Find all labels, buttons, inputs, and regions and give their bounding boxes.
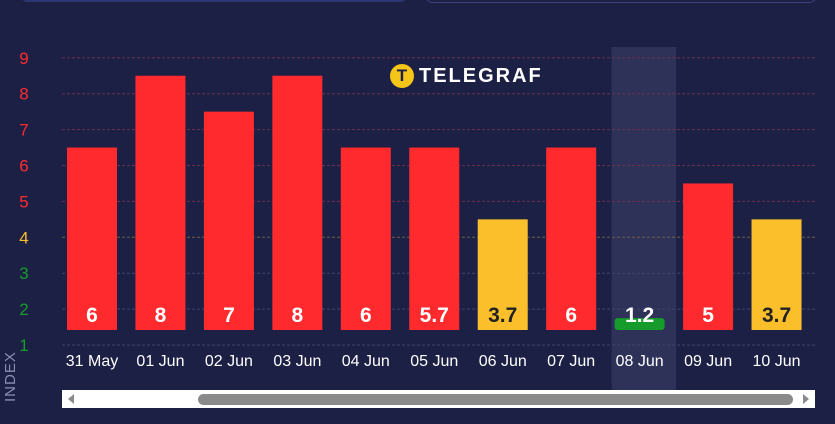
bar	[751, 219, 802, 330]
bar	[340, 147, 391, 330]
bar	[203, 111, 254, 331]
bar	[409, 147, 460, 330]
x-tick-label: 06 Jun	[479, 353, 527, 370]
bar-value-label: 7	[223, 304, 235, 327]
x-tick-label: 02 Jun	[205, 353, 253, 370]
x-tick-label: 10 Jun	[753, 353, 801, 370]
bar-value-label: 1.2	[625, 304, 654, 327]
y-tick-label: 7	[19, 121, 28, 140]
bar-value-label: 6	[360, 304, 372, 327]
x-tick-label: 09 Jun	[684, 353, 732, 370]
y-tick-label: 3	[19, 264, 28, 283]
y-axis-title: INDEX	[2, 351, 19, 402]
bar-value-label: 5.7	[420, 304, 449, 327]
highlight-column	[611, 47, 677, 390]
scrollbar-thumb[interactable]	[198, 394, 793, 405]
bar	[477, 219, 528, 330]
bar-value-label: 5	[702, 304, 714, 327]
telegraf-logo-text: TELEGRAF	[419, 64, 543, 87]
bar-value-label: 6	[565, 304, 577, 327]
y-tick-label: 4	[19, 228, 28, 247]
x-tick-label: 04 Jun	[342, 353, 390, 370]
x-tick-label: 31 May	[66, 353, 118, 370]
bar-value-label: 8	[292, 304, 304, 327]
scroll-left-arrow-icon[interactable]	[68, 394, 74, 404]
bar	[683, 183, 734, 330]
y-tick-label: 2	[19, 300, 28, 319]
x-tick-label: 01 Jun	[136, 353, 184, 370]
y-tick-label: 9	[19, 49, 28, 68]
y-tick-label: 6	[19, 157, 28, 176]
horizontal-scrollbar[interactable]	[62, 390, 815, 408]
bar-value-label: 3.7	[488, 304, 517, 327]
telegraf-logo: T TELEGRAF	[390, 64, 543, 88]
tab-button-left[interactable]	[20, 0, 408, 2]
bar-value-label: 6	[86, 304, 98, 327]
bar	[67, 147, 117, 330]
x-tick-label: 05 Jun	[410, 353, 458, 370]
x-tick-label: 07 Jun	[547, 353, 595, 370]
bar	[135, 75, 186, 330]
bar	[614, 318, 665, 330]
bar-value-label: 8	[155, 304, 167, 327]
telegraf-logo-icon: T	[390, 64, 414, 88]
y-tick-label: 5	[19, 192, 28, 211]
bar	[272, 75, 323, 330]
bar	[546, 147, 597, 330]
scroll-right-arrow-icon[interactable]	[803, 394, 809, 404]
bar-value-label: 3.7	[762, 304, 791, 327]
y-tick-label: 8	[19, 85, 28, 104]
y-tick-label: 1	[19, 336, 28, 355]
x-tick-label: 03 Jun	[273, 353, 321, 370]
x-tick-label: 08 Jun	[616, 353, 664, 370]
